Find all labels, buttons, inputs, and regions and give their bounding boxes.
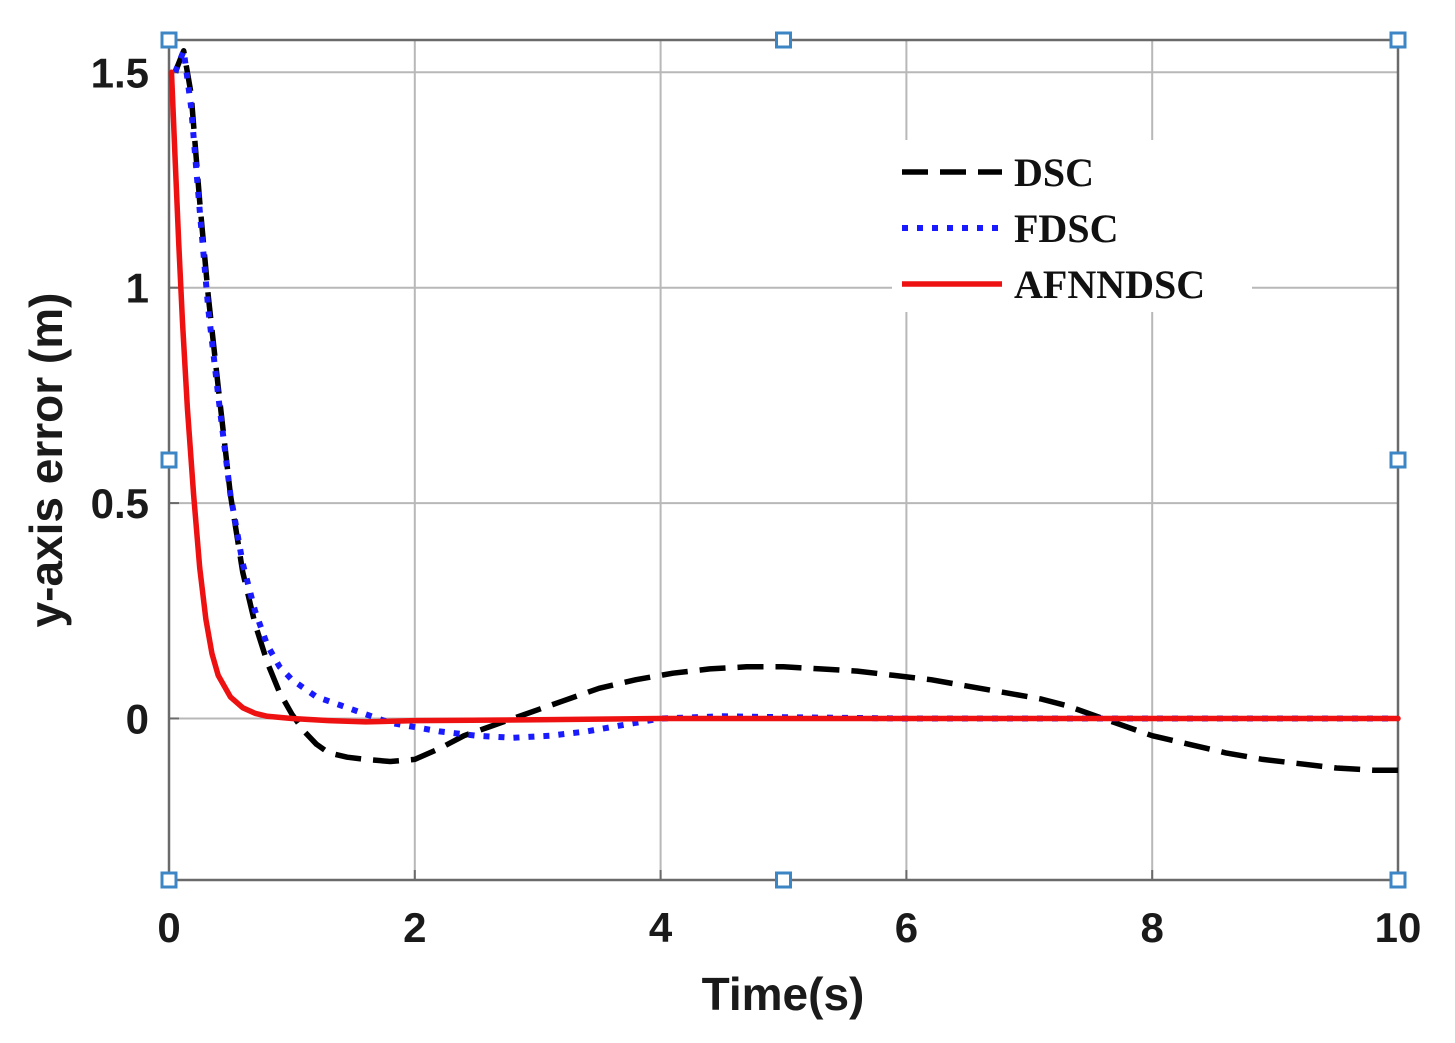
- x-tick-label: 10: [1375, 904, 1422, 951]
- x-tick-label: 6: [895, 904, 918, 951]
- series-line-dsc: [172, 48, 1398, 773]
- legend-label-fdsc: FDSC: [1014, 206, 1118, 251]
- resize-handle[interactable]: [775, 871, 792, 889]
- x-tick-label: 8: [1141, 904, 1164, 951]
- resize-handle[interactable]: [1389, 871, 1407, 889]
- x-axis-label: Time(s): [702, 968, 865, 1020]
- resize-handle[interactable]: [160, 31, 178, 49]
- series-line-afnndsc: [168, 69, 1401, 725]
- legend-label-dsc: DSC: [1014, 150, 1094, 195]
- y-axis-label: y-axis error (m): [20, 293, 72, 628]
- resize-handle[interactable]: [1389, 31, 1407, 49]
- resize-handle[interactable]: [775, 31, 792, 49]
- selection-handles[interactable]: [160, 31, 1407, 889]
- legend-label-afnndsc: AFNNDSC: [1014, 262, 1205, 307]
- y-tick-label: 0: [126, 695, 149, 742]
- x-tick-label: 0: [157, 904, 180, 951]
- y-tick-label: 1.5: [91, 49, 149, 96]
- legend: DSC FDSC AFNNDSC: [892, 140, 1252, 312]
- x-tick-label: 4: [649, 904, 673, 951]
- y-tick-label: 0.5: [91, 480, 149, 527]
- resize-handle[interactable]: [160, 451, 178, 469]
- y-tick-label: 1: [126, 265, 149, 312]
- resize-handle[interactable]: [1389, 451, 1407, 469]
- x-tick-label: 2: [403, 904, 426, 951]
- tick-labels: 0 2 4 6 8 10 0 0.5 1 1.5: [91, 49, 1422, 951]
- resize-handle[interactable]: [160, 871, 178, 889]
- series-layer: [168, 47, 1401, 773]
